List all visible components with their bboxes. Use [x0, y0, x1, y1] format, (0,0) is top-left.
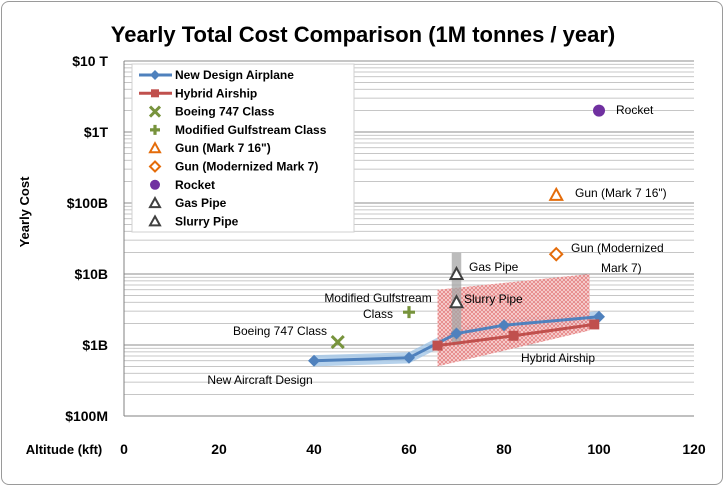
legend-label: Gas Pipe: [175, 196, 227, 210]
legend-marker: [151, 89, 159, 98]
hybrid-airship-point: [589, 319, 600, 330]
legend-marker: [148, 141, 162, 154]
legend-label: Slurry Pipe: [175, 214, 239, 228]
legend-marker: [150, 179, 160, 190]
rocket-point: [593, 104, 605, 117]
gas-pipe-point: [448, 265, 465, 280]
annotation-new-aircraft-design: New Aircraft Design: [207, 373, 312, 387]
legend-label: Gun (Mark 7 16"): [175, 141, 271, 155]
hybrid-airship-point: [508, 330, 519, 341]
annotation-gun-mark7: Gun (Mark 7 16"): [575, 186, 667, 200]
x-tick-labels: 0 20 40 60 80 100 120: [120, 441, 706, 457]
annotation-gas-pipe: Gas Pipe: [469, 260, 519, 274]
new-design-airplane-point: [498, 319, 510, 332]
annotation-boeing: Boeing 747 Class: [233, 324, 327, 338]
legend-marker: [150, 70, 160, 80]
legend-marker: [148, 196, 162, 209]
legend-label: Gun (Modernized Mark 7): [175, 160, 318, 174]
y-tick-label: $1T: [84, 124, 109, 140]
x-tick-label: 60: [401, 441, 417, 457]
legend-label: Boeing 747 Class: [175, 105, 275, 119]
y-tick-label: $100B: [67, 195, 108, 211]
y-axis-label: Yearly Cost: [17, 176, 32, 247]
x-tick-label: 80: [496, 441, 512, 457]
x-tick-label: 100: [587, 441, 611, 457]
legend-marker: [150, 124, 160, 135]
annotation-slurry-pipe: Slurry Pipe: [464, 292, 523, 306]
new-design-airplane-point: [403, 351, 415, 364]
annotation-gulfstream: Class: [363, 307, 393, 321]
x-tick-label: 40: [306, 441, 322, 457]
data-series: [308, 104, 605, 367]
annotation-gun-modernized: Gun (Modernized: [571, 241, 664, 255]
x-tick-label: 20: [211, 441, 227, 457]
annotation-rocket: Rocket: [616, 103, 654, 117]
y-tick-label: $10B: [75, 266, 108, 282]
modified-gulfstream-class-point: [403, 306, 415, 319]
legend-marker: [148, 160, 162, 173]
y-tick-labels: $10 T $1T $100B $10B $1B $100M: [65, 53, 108, 424]
gun-modernized-mark-7-point: [548, 246, 564, 262]
legend-label: New Design Airplane: [175, 68, 294, 82]
annotations: New Aircraft Design Boeing 747 Class Modif…: [207, 103, 666, 387]
new-design-airplane-point: [308, 354, 320, 367]
legend-marker: [148, 105, 162, 118]
hybrid-airship-point: [432, 340, 443, 351]
y-tick-label: $100M: [65, 408, 108, 424]
annotation-gulfstream: Modified Gulfstream: [324, 291, 431, 305]
chart-title: Yearly Total Cost Comparison (1M tonnes …: [111, 22, 616, 47]
x-tick-label: 0: [120, 441, 128, 457]
legend-label: Modified Gulfstream Class: [175, 123, 327, 137]
legend-label: Rocket: [175, 178, 215, 192]
x-axis-label: Altitude (kft): [26, 442, 103, 457]
slurry-pipe-point: [448, 294, 465, 309]
airship-uncertainty-band: [437, 274, 590, 367]
boeing-747-class-point: [330, 335, 345, 350]
y-tick-label: $10 T: [72, 53, 108, 69]
annotation-hybrid-airship: Hybrid Airship: [521, 351, 595, 365]
legend-marker: [148, 214, 162, 227]
gun-mark-7-16-point: [548, 186, 564, 201]
x-tick-label: 120: [682, 441, 706, 457]
legend-label: Hybrid Airship: [175, 86, 257, 100]
legend: New Design Airplane Hybrid Airship Boeing …: [131, 63, 355, 233]
new-design-airplane-point: [450, 327, 463, 340]
y-tick-label: $1B: [82, 337, 108, 353]
annotation-gun-modernized: Mark 7): [601, 261, 642, 275]
